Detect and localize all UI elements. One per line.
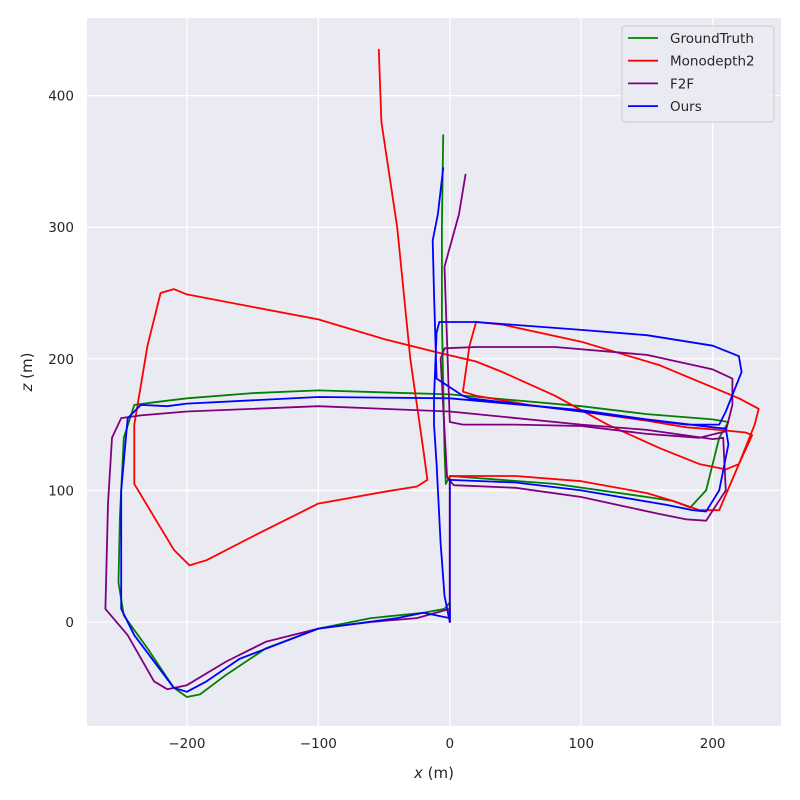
y-tick-labels: 0 100 200 300 400: [48, 89, 74, 631]
series-line-monodepth2: [133, 48, 760, 623]
x-tick-labels: −200 −100 0 100 200: [168, 736, 725, 752]
y-tick-label: 200: [48, 352, 74, 368]
legend: GroundTruth Monodepth2 F2F Ours: [621, 25, 775, 123]
legend-label: Monodepth2: [670, 54, 755, 70]
series-line-f2f: [104, 173, 734, 691]
x-tick-label: 100: [568, 736, 594, 752]
series-lines: [104, 48, 760, 698]
x-tick-label: 0: [445, 736, 454, 752]
y-tick-label: 300: [48, 220, 74, 236]
plot-background: [87, 18, 781, 726]
legend-label: GroundTruth: [670, 31, 754, 47]
x-tick-label: −100: [300, 736, 337, 752]
x-tick-label: −200: [168, 736, 205, 752]
legend-box: [621, 25, 775, 123]
y-axis-label: z (m): [18, 353, 36, 393]
x-tick-label: 200: [700, 736, 726, 752]
legend-label: Ours: [670, 99, 702, 115]
y-tick-label: 400: [48, 89, 74, 105]
legend-label: F2F: [670, 76, 694, 92]
series-line-groundtruth: [117, 134, 730, 698]
y-tick-label: 100: [48, 483, 74, 499]
x-axis-label: x (m): [413, 764, 454, 782]
y-tick-label: 0: [65, 615, 74, 631]
series-line-ours: [120, 167, 743, 693]
